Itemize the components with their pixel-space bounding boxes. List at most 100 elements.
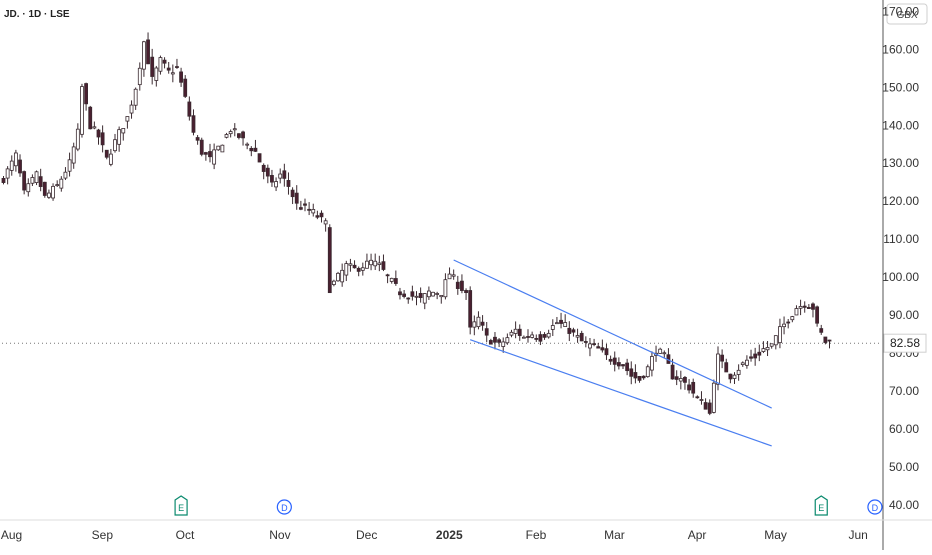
- candle-body[interactable]: [96, 129, 101, 138]
- candle-body[interactable]: [563, 322, 568, 327]
- candle-body[interactable]: [208, 151, 212, 158]
- candle-body[interactable]: [63, 171, 68, 179]
- candle-body[interactable]: [645, 366, 650, 378]
- candle-body[interactable]: [179, 71, 183, 83]
- earnings-event-icon[interactable]: [814, 495, 828, 516]
- candle-body[interactable]: [422, 293, 427, 304]
- trendline[interactable]: [469, 339, 772, 447]
- candle-body[interactable]: [129, 104, 134, 114]
- candle-body[interactable]: [274, 181, 278, 188]
- candle-body[interactable]: [55, 184, 60, 187]
- candle-body[interactable]: [142, 41, 146, 70]
- candle-body[interactable]: [199, 139, 204, 155]
- candle-body[interactable]: [575, 335, 580, 338]
- candle-body[interactable]: [728, 373, 733, 380]
- candle-body[interactable]: [360, 267, 365, 271]
- candle-body[interactable]: [336, 272, 340, 282]
- dividend-event-icon[interactable]: [276, 499, 292, 515]
- candle-body[interactable]: [604, 348, 609, 356]
- candle-body[interactable]: [162, 59, 167, 64]
- candle-body[interactable]: [501, 341, 506, 347]
- candle-body[interactable]: [567, 327, 572, 334]
- candle-body[interactable]: [108, 153, 113, 165]
- candle-body[interactable]: [699, 399, 704, 401]
- candle-body[interactable]: [331, 280, 336, 285]
- candle-body[interactable]: [670, 364, 675, 380]
- candle-body[interactable]: [571, 329, 576, 333]
- candle-body[interactable]: [47, 192, 51, 198]
- candle-body[interactable]: [22, 171, 27, 191]
- candle-body[interactable]: [811, 303, 815, 310]
- candle-body[interactable]: [782, 323, 786, 328]
- candle-body[interactable]: [170, 72, 175, 75]
- currency-badge[interactable]: [886, 3, 928, 25]
- candle-body[interactable]: [683, 376, 687, 383]
- candle-body[interactable]: [38, 176, 43, 187]
- candle-body[interactable]: [526, 336, 530, 338]
- candle-body[interactable]: [100, 132, 105, 146]
- candle-body[interactable]: [493, 336, 497, 343]
- candle-body[interactable]: [517, 328, 522, 336]
- candle-body[interactable]: [460, 280, 464, 291]
- candle-body[interactable]: [75, 128, 80, 150]
- candle-body[interactable]: [703, 402, 708, 410]
- candle-body[interactable]: [819, 328, 824, 333]
- candle-body[interactable]: [393, 278, 398, 284]
- candle-body[interactable]: [327, 227, 332, 294]
- candle-body[interactable]: [389, 277, 394, 282]
- candle-body[interactable]: [530, 334, 535, 338]
- candle-body[interactable]: [203, 152, 208, 155]
- candle-body[interactable]: [468, 290, 473, 328]
- candle-body[interactable]: [282, 170, 287, 179]
- candle-body[interactable]: [80, 86, 84, 135]
- candle-body[interactable]: [303, 203, 307, 206]
- candle-body[interactable]: [773, 335, 778, 346]
- candle-body[interactable]: [716, 353, 720, 385]
- candle-body[interactable]: [753, 353, 758, 359]
- candle-body[interactable]: [513, 328, 518, 334]
- candle-body[interactable]: [253, 147, 258, 152]
- candle-body[interactable]: [724, 362, 729, 373]
- candle-body[interactable]: [381, 261, 386, 270]
- candle-body[interactable]: [340, 269, 345, 283]
- candle-body[interactable]: [480, 321, 485, 326]
- candle-body[interactable]: [600, 347, 605, 351]
- candle-body[interactable]: [232, 128, 237, 131]
- candle-body[interactable]: [621, 364, 625, 367]
- candle-body[interactable]: [183, 78, 188, 97]
- candle-body[interactable]: [133, 88, 138, 106]
- candle-body[interactable]: [596, 346, 601, 349]
- candle-body[interactable]: [42, 181, 47, 196]
- candle-body[interactable]: [625, 362, 630, 372]
- candle-body[interactable]: [802, 305, 807, 308]
- candle-body[interactable]: [121, 128, 126, 134]
- candle-body[interactable]: [761, 348, 766, 352]
- candle-body[interactable]: [220, 144, 225, 153]
- candle-body[interactable]: [431, 291, 435, 297]
- candle-body[interactable]: [583, 341, 588, 343]
- candle-body[interactable]: [315, 215, 320, 218]
- candle-body[interactable]: [765, 347, 770, 351]
- candle-body[interactable]: [488, 340, 493, 345]
- candle-body[interactable]: [51, 185, 55, 199]
- candle-body[interactable]: [9, 160, 14, 171]
- candle-body[interactable]: [1, 178, 6, 183]
- candle-body[interactable]: [406, 297, 411, 300]
- candle-body[interactable]: [769, 343, 774, 347]
- candle-body[interactable]: [546, 332, 551, 338]
- candle-body[interactable]: [439, 294, 444, 298]
- candle-body[interactable]: [691, 381, 696, 394]
- candle-body[interactable]: [472, 321, 477, 328]
- candle-body[interactable]: [175, 66, 179, 68]
- candle-body[interactable]: [307, 208, 312, 211]
- candle-body[interactable]: [195, 137, 200, 141]
- candle-body[interactable]: [521, 336, 526, 339]
- candle-body[interactable]: [311, 209, 316, 214]
- candle-body[interactable]: [286, 180, 291, 187]
- candle-body[interactable]: [550, 325, 555, 330]
- candle-body[interactable]: [216, 145, 221, 151]
- candle-body[interactable]: [5, 168, 10, 179]
- candle-body[interactable]: [695, 396, 700, 399]
- candle-body[interactable]: [88, 106, 93, 130]
